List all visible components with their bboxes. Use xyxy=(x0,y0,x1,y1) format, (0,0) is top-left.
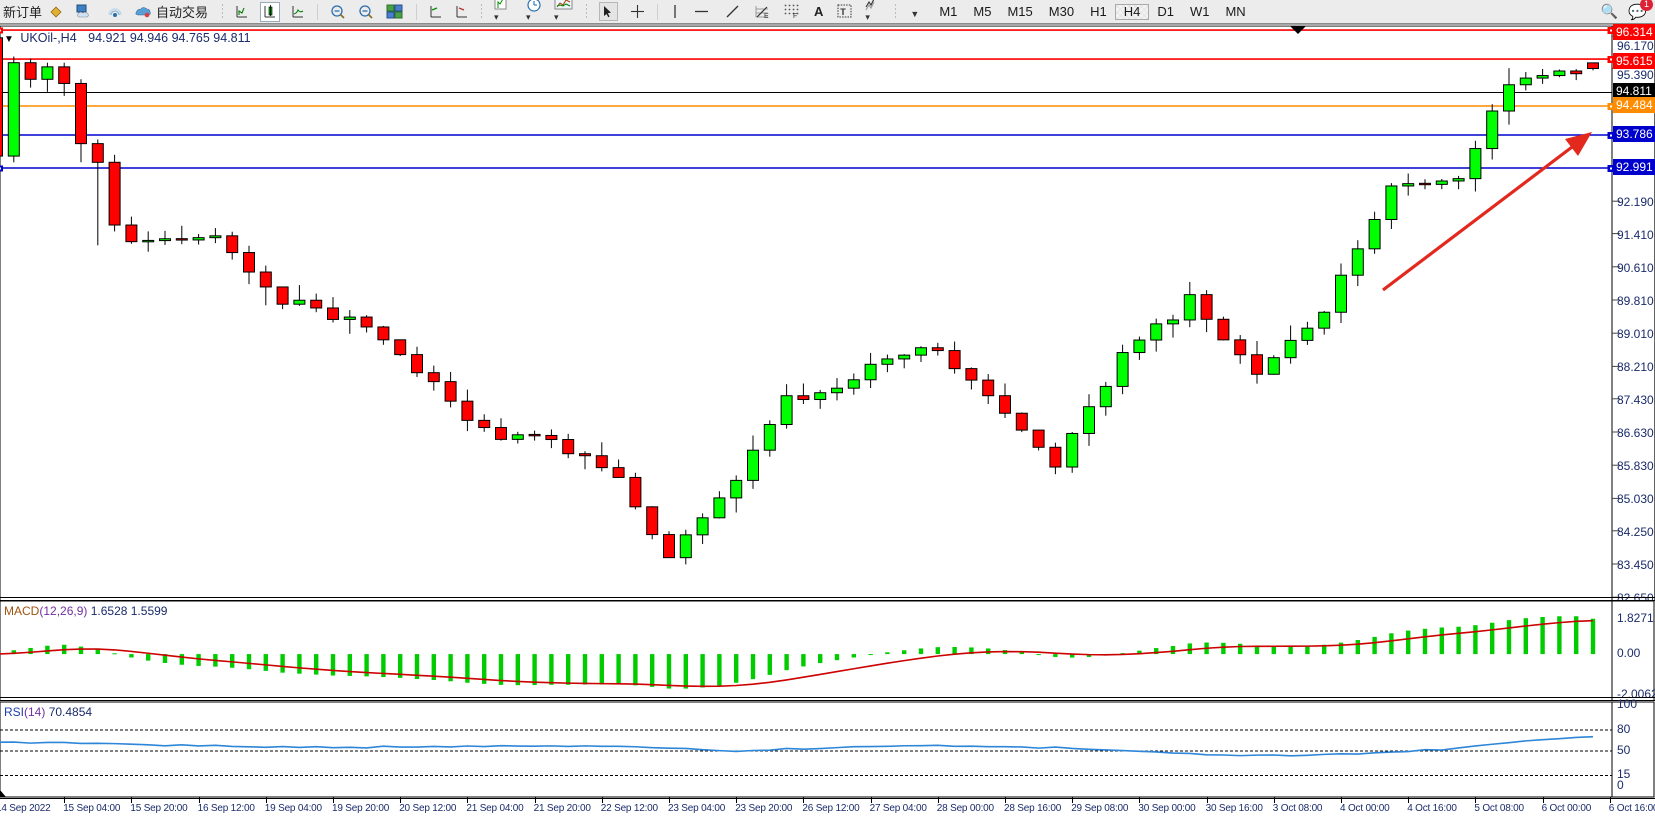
svg-text:F: F xyxy=(793,13,797,19)
svg-text:T: T xyxy=(841,7,847,17)
svg-text:E: E xyxy=(764,13,769,20)
